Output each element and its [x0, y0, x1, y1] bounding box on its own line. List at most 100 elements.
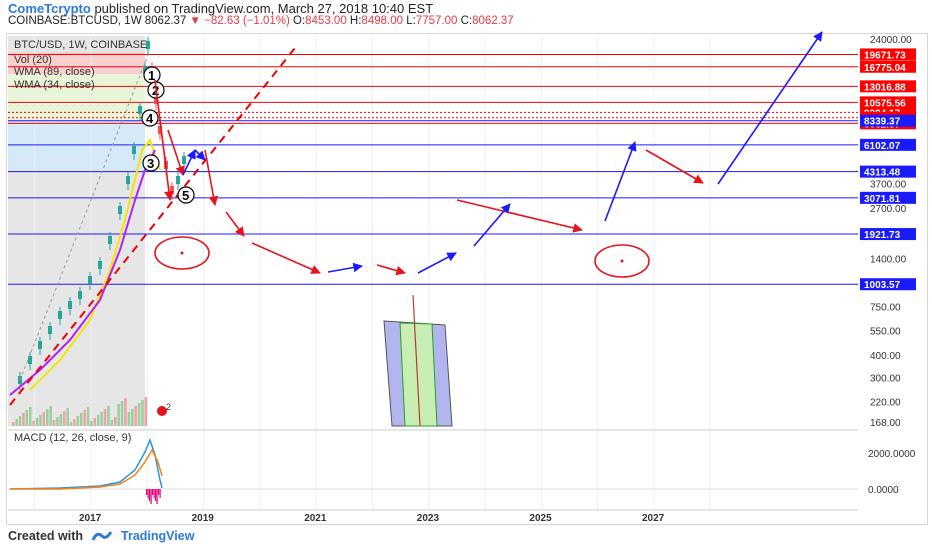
price-tick-label: 300.00: [870, 373, 901, 384]
blue-level-tag-label: 8339.37: [864, 117, 901, 128]
candle-body: [146, 41, 150, 49]
price-tick-label: 2700.00: [870, 204, 907, 215]
forecast-red-arrow: [645, 149, 704, 184]
volume-bar: [52, 420, 56, 426]
red-level-tag-label: 10575.56: [864, 98, 906, 109]
candle-body: [118, 206, 122, 214]
wave-label: 1: [148, 68, 155, 83]
candle-body: [98, 261, 102, 269]
volume-bar: [100, 412, 103, 426]
vol-legend-band: [8, 52, 145, 74]
blue-level-tag: [860, 191, 916, 204]
symbol-label: COINBASE:BTCUSD, 1W: [8, 15, 142, 27]
price-tick-label: 220.00: [870, 397, 901, 408]
macd-histogram-bar: [156, 489, 158, 504]
signal-line: [10, 448, 163, 490]
hand-drawn-dot: [620, 259, 624, 263]
hand-drawn-dot: [180, 251, 184, 255]
ohlc-line: COINBASE:BTCUSD, 1W 8062.37 ▼ −82.63 (−1…: [8, 15, 514, 27]
bars-pattern-stem: [412, 294, 421, 427]
blue-level-tag-label: 3071.81: [864, 194, 901, 205]
forecast-red-arrow: [154, 79, 174, 201]
footer: Created with TradingView: [8, 529, 194, 543]
legend-wma89[interactable]: WMA (89, close): [14, 66, 95, 78]
volume-bar: [114, 417, 117, 426]
macd-histogram-bar: [153, 489, 155, 498]
forecast-blue-arrow: [417, 252, 457, 274]
macd-histogram-bar: [147, 489, 149, 498]
price-change: ▼ −82.63 (−1.01%): [189, 15, 290, 27]
macd-histogram-bar: [159, 489, 161, 498]
bars-pattern-inner: [399, 322, 438, 427]
candle-body: [182, 156, 186, 164]
forecast-red-arrow: [225, 211, 245, 237]
wave-label: 3: [147, 156, 154, 171]
forecast-blue-arrow: [473, 203, 511, 247]
wave-label-circle: [141, 109, 159, 127]
low-value: 7757.00: [415, 15, 458, 27]
blue-level-tag: [860, 114, 916, 127]
macd-histogram-bar: [149, 489, 151, 501]
legend-macd[interactable]: MACD (12, 26, close, 9): [14, 432, 132, 444]
candle-body: [108, 236, 112, 244]
wave-label-circle: [177, 186, 195, 204]
volume-bar: [66, 408, 69, 426]
blue-level-tag: [860, 228, 916, 241]
legend-main[interactable]: BTC/USD, 1W, COINBASE: [14, 39, 148, 51]
volume-bar: [12, 422, 15, 426]
volume-bar: [117, 404, 120, 426]
volume-bar: [137, 403, 141, 426]
legend-wma34[interactable]: WMA (34, close): [14, 79, 95, 91]
author-link[interactable]: ComeTcrypto: [8, 1, 91, 16]
red-level-tag: [860, 80, 916, 93]
time-tick-label: 2027: [642, 513, 665, 524]
trend-grey-line: [19, 54, 149, 381]
macd-histogram-bar: [152, 489, 154, 495]
price-tick-label: 400.00: [870, 351, 901, 362]
volume-bar: [42, 412, 46, 426]
wma34-curve: [29, 137, 161, 391]
hand-drawn-circle: [154, 236, 210, 270]
candle-body: [28, 356, 32, 364]
tradingview-brand[interactable]: TradingView: [121, 529, 195, 543]
forecast-red-arrow: [167, 129, 185, 176]
price-tick-label: 550.00: [870, 327, 901, 338]
volume-bar: [86, 407, 90, 426]
forecast-red-arrow: [456, 199, 583, 233]
blue-level-tag: [860, 138, 916, 151]
legend-vol[interactable]: Vol (20): [14, 54, 52, 66]
volume-bar: [63, 411, 66, 426]
candle-body: [132, 146, 136, 154]
wma89-curve: [9, 149, 156, 396]
red-level-tag: [860, 60, 916, 73]
last-price: 8062.37: [144, 15, 187, 27]
wave-label: 4: [146, 111, 154, 126]
time-tick-label: 2023: [417, 513, 440, 524]
red-level-tag-label: 19671.73: [864, 50, 906, 61]
volume-bar: [25, 410, 29, 426]
volume-bar: [134, 406, 137, 426]
blue-level-tag-label: 1921.73: [864, 230, 901, 241]
candle-body: [58, 311, 62, 319]
volume-bar: [49, 406, 52, 426]
candle-body: [126, 176, 130, 184]
volume-bar: [32, 421, 35, 426]
high-value: 8498.00: [361, 15, 403, 27]
volume-bar: [18, 416, 22, 426]
price-tick-label: 168.00: [870, 418, 901, 429]
volume-bar: [59, 414, 63, 426]
forecast-blue-arrow: [717, 31, 823, 185]
candle-body: [176, 176, 180, 184]
volume-bar: [131, 409, 134, 426]
blue-level-tag-label: 6102.07: [864, 141, 901, 152]
vol-badge-label: 2: [166, 402, 171, 412]
volume-bar: [90, 421, 93, 426]
candle-body: [68, 301, 72, 309]
candle-body: [78, 291, 82, 299]
volume-bar: [46, 409, 49, 426]
volume-bar: [127, 412, 131, 426]
macd-histogram-bar: [158, 489, 160, 495]
volume-bar: [29, 407, 32, 426]
forecast-blue-arrow: [604, 141, 637, 222]
